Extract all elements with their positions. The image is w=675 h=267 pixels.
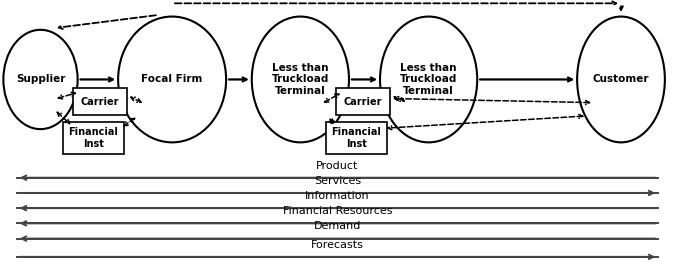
FancyBboxPatch shape	[326, 122, 387, 154]
Ellipse shape	[118, 17, 226, 142]
Text: Carrier: Carrier	[344, 97, 383, 107]
Text: Services: Services	[314, 176, 361, 186]
Text: Financial
Inst: Financial Inst	[331, 127, 381, 149]
Text: Customer: Customer	[593, 74, 649, 84]
Text: Carrier: Carrier	[80, 97, 119, 107]
FancyBboxPatch shape	[336, 88, 390, 115]
Text: Financial Resources: Financial Resources	[283, 206, 392, 216]
Text: Demand: Demand	[314, 222, 361, 231]
FancyBboxPatch shape	[73, 88, 127, 115]
Text: Focal Firm: Focal Firm	[142, 74, 202, 84]
Text: Less than
Truckload
Terminal: Less than Truckload Terminal	[271, 63, 329, 96]
Text: Financial
Inst: Financial Inst	[68, 127, 118, 149]
Ellipse shape	[252, 17, 349, 142]
Text: Information: Information	[305, 191, 370, 201]
Text: Less than
Truckload
Terminal: Less than Truckload Terminal	[400, 63, 458, 96]
Ellipse shape	[380, 17, 477, 142]
Text: Product: Product	[317, 161, 358, 171]
Text: Forecasts: Forecasts	[311, 240, 364, 250]
Ellipse shape	[3, 30, 78, 129]
FancyBboxPatch shape	[63, 122, 124, 154]
Text: Supplier: Supplier	[16, 74, 65, 84]
Ellipse shape	[577, 17, 665, 142]
